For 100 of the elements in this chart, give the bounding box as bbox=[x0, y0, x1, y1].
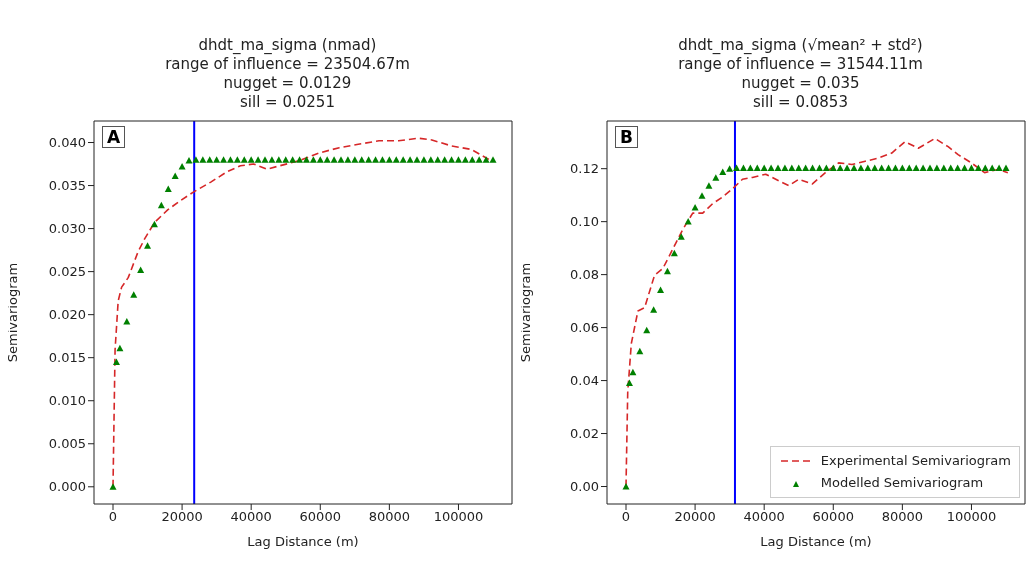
point bbox=[116, 344, 124, 352]
point bbox=[406, 156, 414, 163]
point bbox=[434, 156, 442, 163]
point bbox=[192, 156, 200, 163]
point bbox=[199, 156, 207, 163]
point bbox=[670, 249, 678, 257]
x-tick-label: 80000 bbox=[881, 509, 924, 525]
point bbox=[413, 156, 421, 163]
point bbox=[788, 164, 796, 171]
point bbox=[123, 318, 131, 325]
point bbox=[663, 267, 671, 275]
x-tick-label: 20000 bbox=[161, 509, 203, 525]
point bbox=[940, 164, 948, 171]
point bbox=[130, 291, 138, 298]
point bbox=[781, 164, 789, 171]
point bbox=[947, 164, 955, 171]
point bbox=[351, 156, 359, 163]
point bbox=[461, 156, 469, 163]
point bbox=[919, 164, 927, 171]
point bbox=[802, 164, 810, 171]
point bbox=[268, 156, 276, 163]
chart-title: dhdt_ma_sigma (nmad) range of influence = 23504.67m nugget = 0.0129 sill = 0.0251 bbox=[165, 36, 410, 112]
point bbox=[733, 164, 741, 171]
point bbox=[850, 164, 858, 171]
point bbox=[178, 163, 186, 170]
y-tick-label: 0.04 bbox=[570, 373, 599, 389]
y-tick-label: 0.10 bbox=[570, 214, 599, 230]
y-tick-label: 0.015 bbox=[48, 350, 86, 366]
y-tick-label: 0.00 bbox=[570, 479, 599, 495]
point bbox=[843, 164, 851, 171]
point bbox=[220, 156, 228, 163]
point bbox=[344, 156, 352, 163]
x-tick-label: 100000 bbox=[946, 509, 997, 525]
point bbox=[482, 156, 490, 163]
x-tick-label: 60000 bbox=[299, 509, 341, 525]
point bbox=[905, 164, 913, 171]
chart-title: dhdt_ma_sigma (√mean² + std²) range of influence = 31544.11m nugget = 0.035 sill = 0.0853 bbox=[678, 36, 923, 112]
annotation: B bbox=[615, 126, 638, 148]
point bbox=[698, 192, 706, 199]
point bbox=[898, 164, 906, 171]
point bbox=[296, 156, 304, 163]
y-tick-label: 0.025 bbox=[48, 264, 86, 280]
x-tick-label: 0 bbox=[621, 509, 631, 525]
point bbox=[399, 156, 407, 163]
legend-label: Modelled Semivariogram bbox=[820, 474, 984, 492]
y-tick-label: 0.040 bbox=[48, 135, 86, 151]
point bbox=[891, 164, 899, 171]
x-tick-label: 80000 bbox=[368, 509, 411, 525]
point bbox=[385, 156, 393, 163]
point bbox=[625, 379, 633, 386]
point bbox=[448, 156, 456, 163]
point bbox=[988, 164, 996, 171]
point bbox=[109, 483, 117, 490]
point bbox=[213, 156, 221, 163]
point bbox=[961, 164, 969, 171]
legend-label: Experimental Semivariogram bbox=[820, 452, 1011, 470]
x-tick-label: 0 bbox=[108, 509, 118, 525]
x-tick-label: 60000 bbox=[812, 509, 854, 525]
point bbox=[774, 164, 782, 171]
y-tick-label: 0.010 bbox=[48, 393, 86, 409]
point bbox=[981, 164, 989, 171]
point bbox=[309, 156, 317, 163]
y-tick-label: 0.12 bbox=[570, 161, 599, 177]
point bbox=[933, 164, 941, 171]
point bbox=[691, 204, 699, 211]
point bbox=[372, 156, 380, 163]
point bbox=[475, 156, 483, 163]
point bbox=[330, 156, 338, 163]
point bbox=[739, 164, 747, 171]
point bbox=[468, 156, 476, 163]
y-tick-label: 0.035 bbox=[48, 178, 86, 194]
point bbox=[878, 164, 886, 171]
point bbox=[760, 164, 768, 171]
point bbox=[171, 172, 179, 180]
point bbox=[157, 201, 165, 209]
point bbox=[912, 164, 920, 171]
point bbox=[753, 164, 761, 171]
point bbox=[684, 217, 692, 225]
point bbox=[254, 156, 262, 163]
y-tick-label: 0.020 bbox=[48, 307, 86, 323]
point bbox=[622, 483, 630, 490]
x-tick-label: 40000 bbox=[743, 509, 785, 525]
point bbox=[365, 156, 373, 163]
point bbox=[489, 156, 497, 163]
point bbox=[836, 164, 844, 171]
point bbox=[206, 156, 214, 163]
y-tick-label: 0.000 bbox=[48, 479, 86, 495]
point bbox=[316, 156, 324, 163]
point bbox=[795, 164, 803, 171]
point bbox=[337, 156, 345, 163]
point bbox=[809, 164, 817, 171]
y-tick-label: 0.06 bbox=[570, 320, 599, 336]
point bbox=[822, 164, 830, 171]
point bbox=[112, 358, 120, 365]
point bbox=[726, 165, 734, 172]
point bbox=[705, 182, 713, 189]
point bbox=[144, 242, 152, 249]
point bbox=[137, 266, 145, 273]
point bbox=[378, 156, 386, 163]
point bbox=[864, 164, 872, 171]
